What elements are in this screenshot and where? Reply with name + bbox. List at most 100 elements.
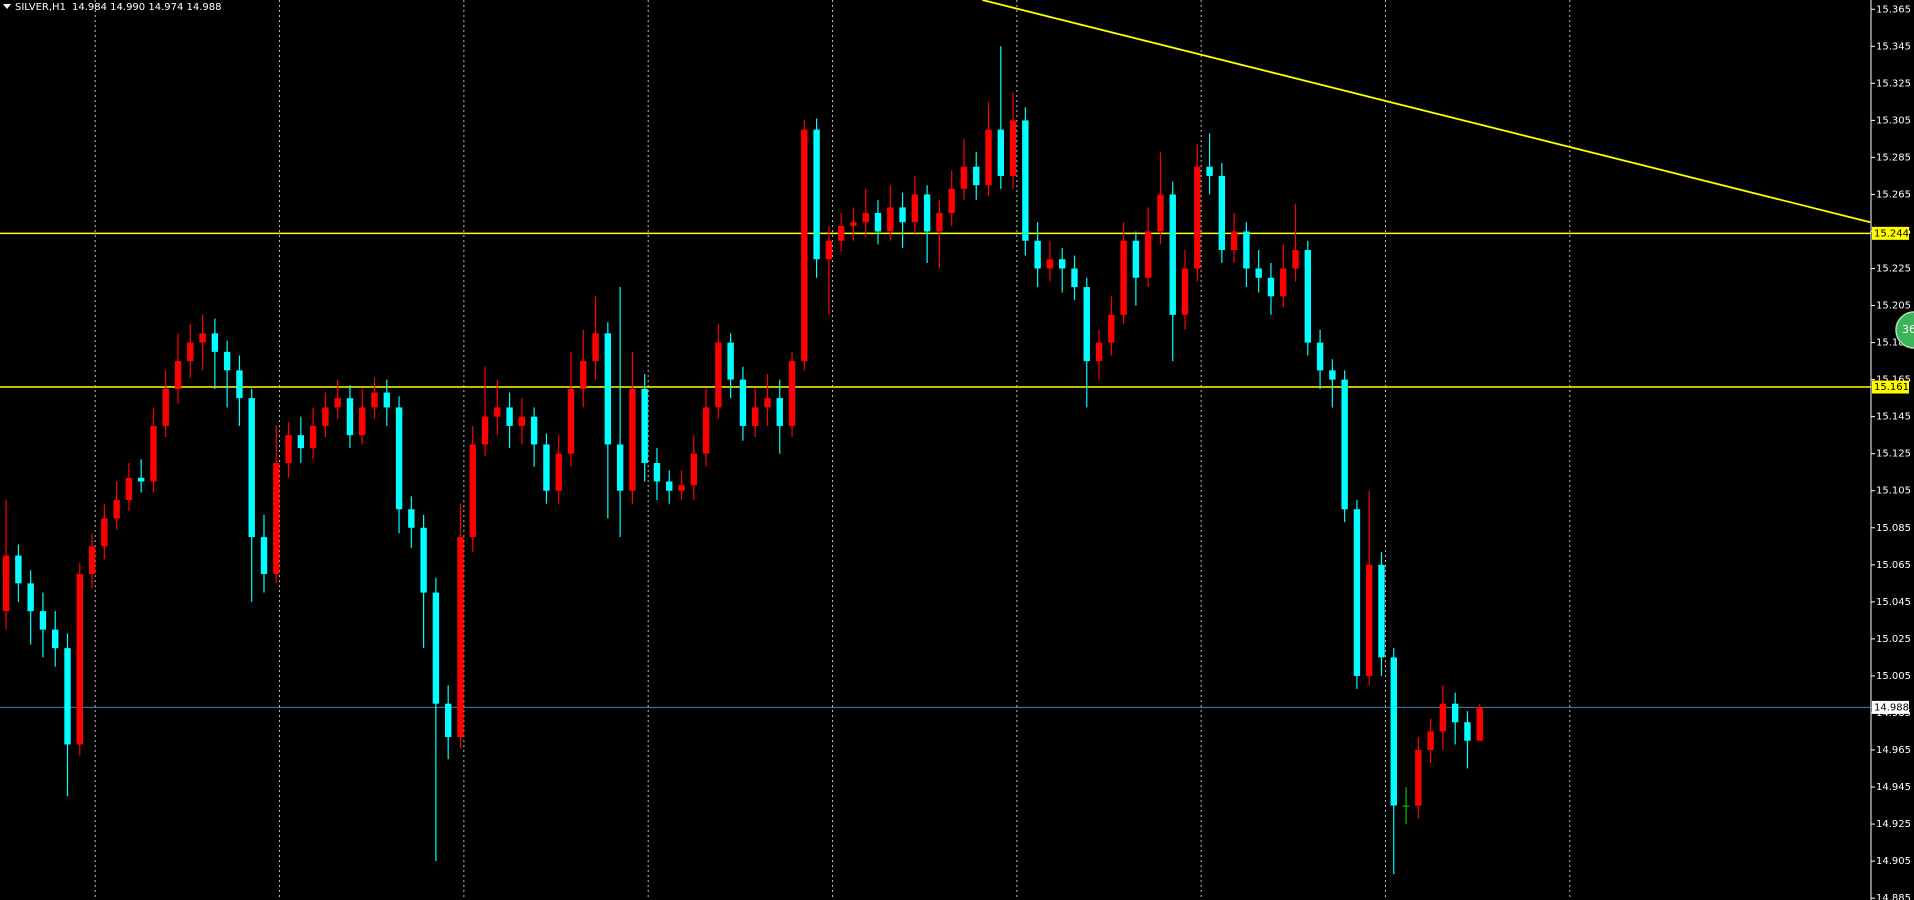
- candle-body: [678, 485, 685, 491]
- candle-body: [297, 435, 305, 449]
- candle-body: [1218, 175, 1226, 250]
- candle-body: [1194, 166, 1201, 269]
- candle-body: [1353, 509, 1361, 676]
- last-price-label: 14.988: [1874, 702, 1909, 713]
- level-label: 15.161: [1874, 382, 1909, 393]
- candle-body: [1366, 564, 1373, 676]
- candle-body: [887, 207, 894, 232]
- candle-body: [1108, 314, 1115, 343]
- last-price-box: [1872, 700, 1909, 714]
- chart-title: SILVER,H1: [15, 2, 66, 13]
- badge-label: 36: [1902, 323, 1914, 336]
- candle-body: [1451, 703, 1459, 723]
- candle-body: [960, 166, 968, 189]
- y-tick-label: 15.305: [1876, 115, 1911, 126]
- candle-body: [359, 407, 366, 436]
- candle-body: [580, 361, 587, 389]
- candle-body: [702, 407, 710, 454]
- y-tick-label: 15.185: [1876, 338, 1911, 349]
- candle-body: [125, 477, 133, 500]
- candle-body: [518, 416, 526, 426]
- candle-body: [1157, 194, 1164, 232]
- candle-body: [174, 361, 182, 389]
- candle-body: [641, 388, 648, 463]
- candle-body: [1476, 707, 1483, 741]
- candle-body: [1464, 722, 1471, 741]
- y-tick-label: 15.145: [1876, 412, 1911, 423]
- candle-body: [383, 392, 390, 408]
- candle-body: [248, 398, 255, 538]
- candle-body: [309, 425, 317, 449]
- candle-body: [15, 555, 22, 584]
- candle-body: [801, 129, 808, 362]
- candle-body: [776, 398, 783, 426]
- candle-body: [408, 509, 415, 528]
- y-tick-label: 15.045: [1876, 597, 1911, 608]
- candle-body: [739, 379, 747, 426]
- candle-body: [211, 333, 219, 352]
- candle-body: [1095, 342, 1103, 362]
- candle-body: [948, 188, 955, 213]
- candle-body: [973, 166, 980, 186]
- candle-body: [113, 500, 120, 519]
- candle-body: [1181, 268, 1189, 315]
- level-label: 15.244: [1874, 228, 1909, 239]
- candle-body: [788, 361, 796, 426]
- candle-body: [936, 212, 943, 232]
- candle-body: [1169, 194, 1176, 315]
- y-tick-label: 14.965: [1876, 745, 1911, 756]
- candle-body: [506, 407, 513, 426]
- y-tick-label: 15.105: [1876, 486, 1911, 497]
- candle-body: [2, 555, 10, 612]
- candle-body: [88, 546, 96, 575]
- candle-body: [334, 398, 341, 408]
- candle-body: [1059, 259, 1066, 269]
- candle-body: [1329, 370, 1336, 380]
- candle-body: [150, 425, 157, 482]
- y-tick-label: 15.265: [1876, 189, 1911, 200]
- y-tick-label: 14.945: [1876, 782, 1911, 793]
- candle-body: [530, 416, 538, 445]
- candle-body: [592, 333, 599, 362]
- candle-body: [322, 407, 329, 426]
- candle-body: [162, 388, 169, 426]
- candle-body: [727, 342, 734, 380]
- y-tick-label: 14.885: [1876, 893, 1911, 900]
- candle-body: [1206, 166, 1213, 176]
- candle-body: [1083, 287, 1090, 362]
- candle-body: [1378, 564, 1385, 658]
- candle-body: [899, 207, 906, 223]
- candle-body: [64, 648, 71, 745]
- candle-body: [567, 388, 575, 454]
- candle-body: [457, 537, 464, 738]
- candle-body: [825, 240, 833, 260]
- candle-body: [1341, 379, 1348, 510]
- candle-body: [616, 444, 624, 491]
- candle-body: [1046, 259, 1054, 269]
- candle-body: [39, 611, 47, 630]
- candle-body: [1132, 240, 1140, 278]
- candle-body: [1402, 805, 1410, 807]
- candle-body: [1230, 231, 1238, 250]
- candle-body: [469, 444, 476, 538]
- candle-body: [1034, 240, 1041, 269]
- y-tick-label: 15.065: [1876, 560, 1911, 571]
- y-tick-label: 15.285: [1876, 152, 1911, 163]
- y-tick-label: 15.205: [1876, 301, 1911, 312]
- candle-body: [76, 574, 83, 745]
- candle-body: [236, 370, 243, 399]
- candle-body: [543, 444, 550, 491]
- candle-body: [187, 342, 194, 362]
- candle-body: [395, 407, 403, 510]
- candle-body: [346, 398, 354, 436]
- candle-body: [1255, 268, 1262, 278]
- candle-body: [199, 333, 206, 343]
- candle-body: [850, 222, 857, 226]
- level-label-box: [1872, 226, 1909, 240]
- candle-body: [666, 481, 673, 491]
- candle-body: [764, 398, 771, 408]
- candle-body: [911, 194, 919, 223]
- candle-body: [1144, 231, 1152, 278]
